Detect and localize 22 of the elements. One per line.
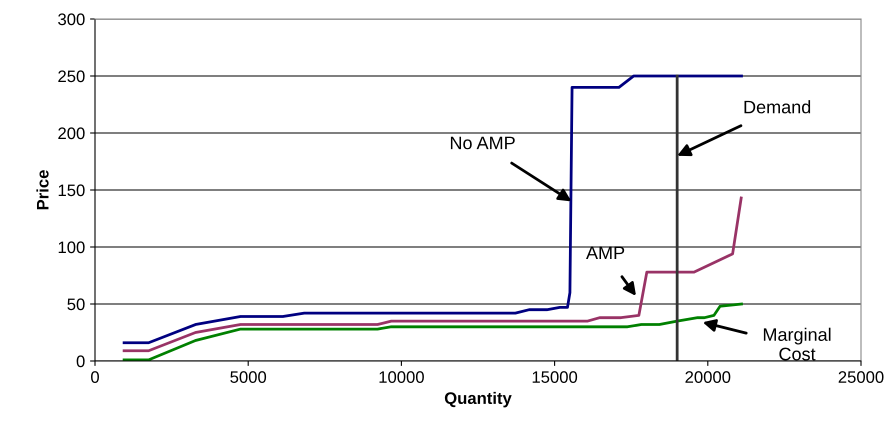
line-series — [122, 196, 743, 352]
y-tick-label: 100 — [58, 241, 85, 254]
annotation: Demand — [744, 100, 810, 114]
x-axis-title: Quantity — [444, 392, 512, 408]
x-tick-label: 20000 — [685, 371, 730, 383]
y-tick-label: 150 — [58, 184, 85, 196]
x-tick-label: 25000 — [838, 371, 884, 383]
annotation: Marginal Cost — [764, 328, 830, 360]
x-tick-label: 10000 — [380, 371, 424, 383]
y-tick-label: 0 — [76, 355, 85, 368]
y-tick-label: 300 — [58, 13, 85, 26]
y-tick-label: 250 — [58, 70, 85, 82]
x-tick-label: 15000 — [532, 371, 578, 383]
line-series — [122, 302, 743, 361]
annotation: AMP — [586, 246, 624, 260]
y-tick-label: 50 — [67, 298, 85, 310]
y-axis-title: Price — [36, 170, 49, 210]
annotation: No AMP — [450, 136, 515, 150]
line-series — [122, 74, 743, 344]
y-tick-label: 200 — [58, 127, 85, 140]
x-tick-label: 5000 — [230, 371, 266, 383]
x-tick-label: 0 — [91, 371, 99, 383]
